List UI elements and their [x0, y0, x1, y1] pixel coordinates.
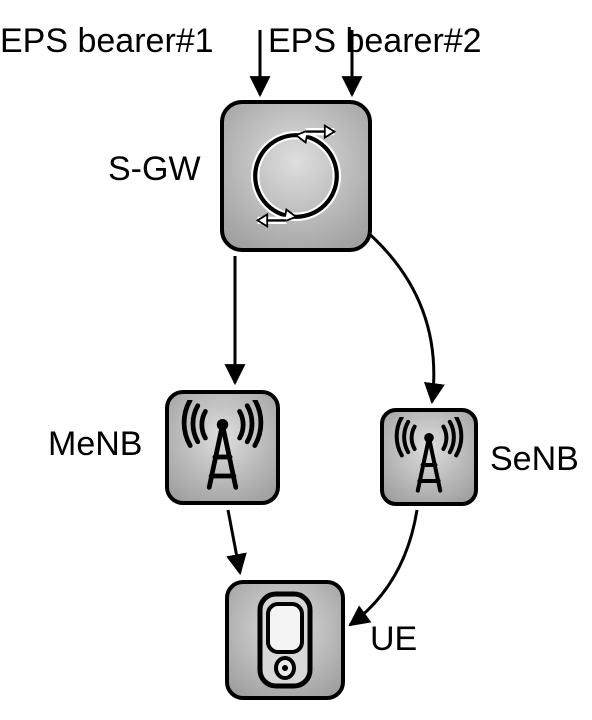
arrow-senb-to-ue [350, 510, 417, 625]
senb-node [380, 408, 478, 506]
antenna-icon [175, 400, 270, 495]
antenna-icon [389, 417, 469, 497]
arrow-sgw-to-senb [365, 230, 434, 402]
arrow-menb-to-ue [228, 510, 240, 573]
ue-node [225, 580, 345, 700]
menb-node [165, 390, 280, 505]
router-icon [236, 116, 356, 236]
sgw-node [220, 100, 372, 252]
phone-icon [245, 590, 325, 690]
